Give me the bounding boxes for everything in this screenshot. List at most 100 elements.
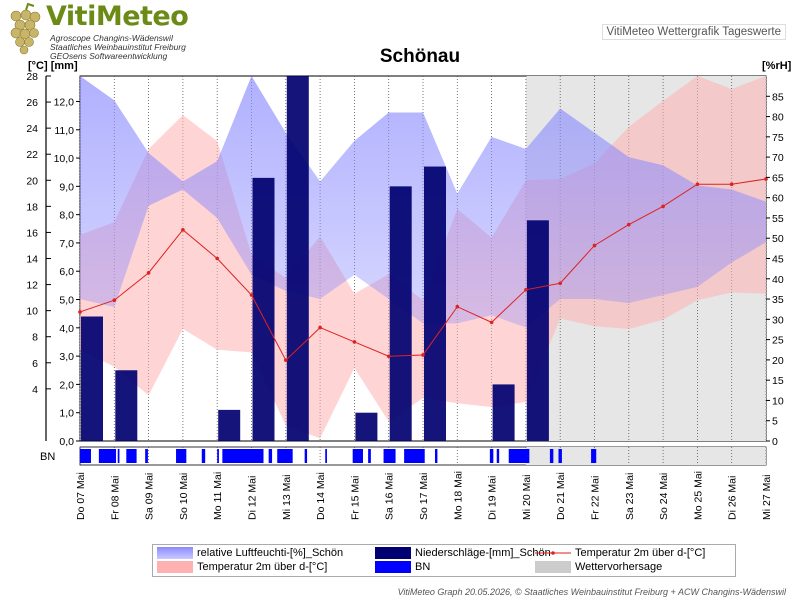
temp-tick-label: 14 (26, 254, 38, 266)
humidity-tick-label: 15 (772, 375, 784, 387)
footer-credits: VitiMeteo Graph 20.05.2026, © Staatliche… (397, 587, 786, 597)
x-tick-label: Mi 27 Mai (761, 474, 773, 520)
temperature-point (455, 304, 460, 309)
temp-tick-label: 26 (26, 97, 38, 109)
temperature-point (215, 256, 219, 261)
temp-tick-label: 16 (26, 227, 38, 239)
precip-tick-label: 2,0 (59, 379, 74, 391)
temp-tick-label: 22 (26, 149, 38, 161)
temp-tick-label: 10 (26, 306, 38, 318)
bn-segment (222, 449, 264, 463)
bn-segment (489, 449, 494, 463)
brand-line-2: Staatliches Weinbauinstitut Freiburg (50, 42, 186, 52)
graph-type-label: VitiMeteo Wettergrafik Tageswerte (601, 24, 786, 40)
humidity-tick-label: 80 (772, 112, 784, 124)
temperature-point (181, 228, 185, 232)
bn-segment (549, 449, 554, 463)
humidity-tick-label: 10 (772, 395, 784, 407)
temp-tick-label: 12 (26, 280, 38, 292)
x-tick-label: So 10 Mai (178, 473, 190, 520)
legend-label-precip: Niederschläge-[mm]_Schön (415, 547, 551, 559)
temperature-point (386, 354, 391, 359)
bn-segment (304, 449, 308, 463)
bn-segment (80, 449, 91, 463)
legend-swatch-temp-band (157, 561, 193, 573)
temp-tick-label: 28 (26, 71, 38, 83)
legend-swatch-bn (375, 561, 411, 573)
brand-line-1: Agroscope Changins-Wädenswil (50, 33, 173, 43)
precip-tick-label: 9,0 (59, 181, 74, 193)
x-tick-label: Fr 08 Mai (109, 476, 121, 520)
bn-segment (496, 449, 500, 463)
legend-item-temp-line: Temperatur 2m über d-[°C] (535, 547, 705, 559)
humidity-tick-label: 85 (772, 91, 784, 103)
bn-segment (176, 449, 187, 463)
bn-segment (352, 449, 363, 463)
legend-swatch-temp-line (535, 551, 571, 555)
bn-segment (383, 449, 396, 463)
humidity-tick-label: 75 (772, 132, 784, 144)
bn-segment (217, 449, 219, 463)
precip-bar (526, 220, 549, 441)
precip-tick-label: 1,0 (59, 408, 74, 420)
humidity-tick-label: 65 (772, 172, 784, 184)
humidity-tick-label: 40 (772, 274, 784, 286)
temp-tick-label: 20 (26, 175, 38, 187)
temperature-point (421, 353, 425, 357)
precip-bar (492, 384, 515, 441)
temp-tick-label: 18 (26, 201, 38, 213)
precip-tick-label: 12,0 (54, 96, 75, 108)
humidity-tick-label: 50 (772, 233, 784, 245)
bn-segment (268, 449, 273, 463)
precip-bar (218, 409, 241, 441)
temperature-point (627, 222, 631, 227)
x-tick-label: Mo 18 Mai (452, 471, 464, 520)
bn-segment (558, 449, 562, 463)
temperature-point (146, 271, 151, 275)
legend-swatch-precip (375, 547, 411, 559)
x-tick-label: So 17 Mai (418, 473, 430, 520)
temperature-point (524, 287, 528, 292)
x-tick-label: Mo 11 Mai (212, 472, 224, 520)
temperature-point (249, 293, 254, 297)
legend-swatch-forecast (535, 561, 571, 573)
humidity-tick-label: 45 (772, 254, 784, 266)
temperature-point (592, 243, 597, 248)
precip-bar (252, 177, 275, 441)
bn-segment (404, 449, 425, 463)
logo: VitiMeteo Agroscope Changins-Wädenswil S… (4, 1, 204, 61)
bn-segment (98, 449, 117, 463)
temperature-point (661, 204, 665, 209)
temp-tick-label: 6 (32, 358, 38, 370)
x-tick-label: Do 14 Mai (315, 472, 327, 520)
temperature-point (318, 325, 322, 330)
bn-segment (508, 449, 530, 463)
legend-item-temp-band: Temperatur 2m über d-[°C] (157, 561, 327, 573)
precip-tick-label: 0,0 (59, 436, 74, 448)
precip-tick-label: 10,0 (54, 153, 75, 165)
humidity-tick-label: 60 (772, 193, 784, 205)
x-tick-label: Fr 22 Mai (590, 476, 602, 520)
humidity-tick-label: 20 (772, 355, 784, 367)
legend-label-forecast: Wettervorhersage (575, 561, 663, 573)
temp-tick-label: 4 (32, 384, 38, 396)
bn-segment (435, 449, 438, 463)
bn-segment (117, 449, 120, 463)
temperature-point (284, 358, 288, 362)
bn-segment (126, 449, 137, 463)
x-tick-label: Do 07 Mai (75, 472, 87, 520)
temperature-point (729, 182, 734, 186)
x-tick-label: Fr 15 Mai (349, 476, 361, 520)
legend-swatch-humidity (157, 547, 193, 559)
legend-item-humidity: relative Luftfeuchti-[%]_Schön (157, 547, 343, 559)
precip-tick-label: 4,0 (59, 323, 74, 335)
bn-segment (325, 449, 327, 463)
bn-forecast-region (525, 447, 766, 465)
bn-segment (591, 449, 597, 463)
bn-segment (145, 449, 148, 463)
bn-segment (201, 449, 206, 463)
precip-bar (355, 412, 378, 441)
temperature-point (78, 310, 82, 314)
humidity-tick-label: 25 (772, 335, 784, 347)
legend-item-precip: Niederschläge-[mm]_Schön (375, 547, 551, 559)
